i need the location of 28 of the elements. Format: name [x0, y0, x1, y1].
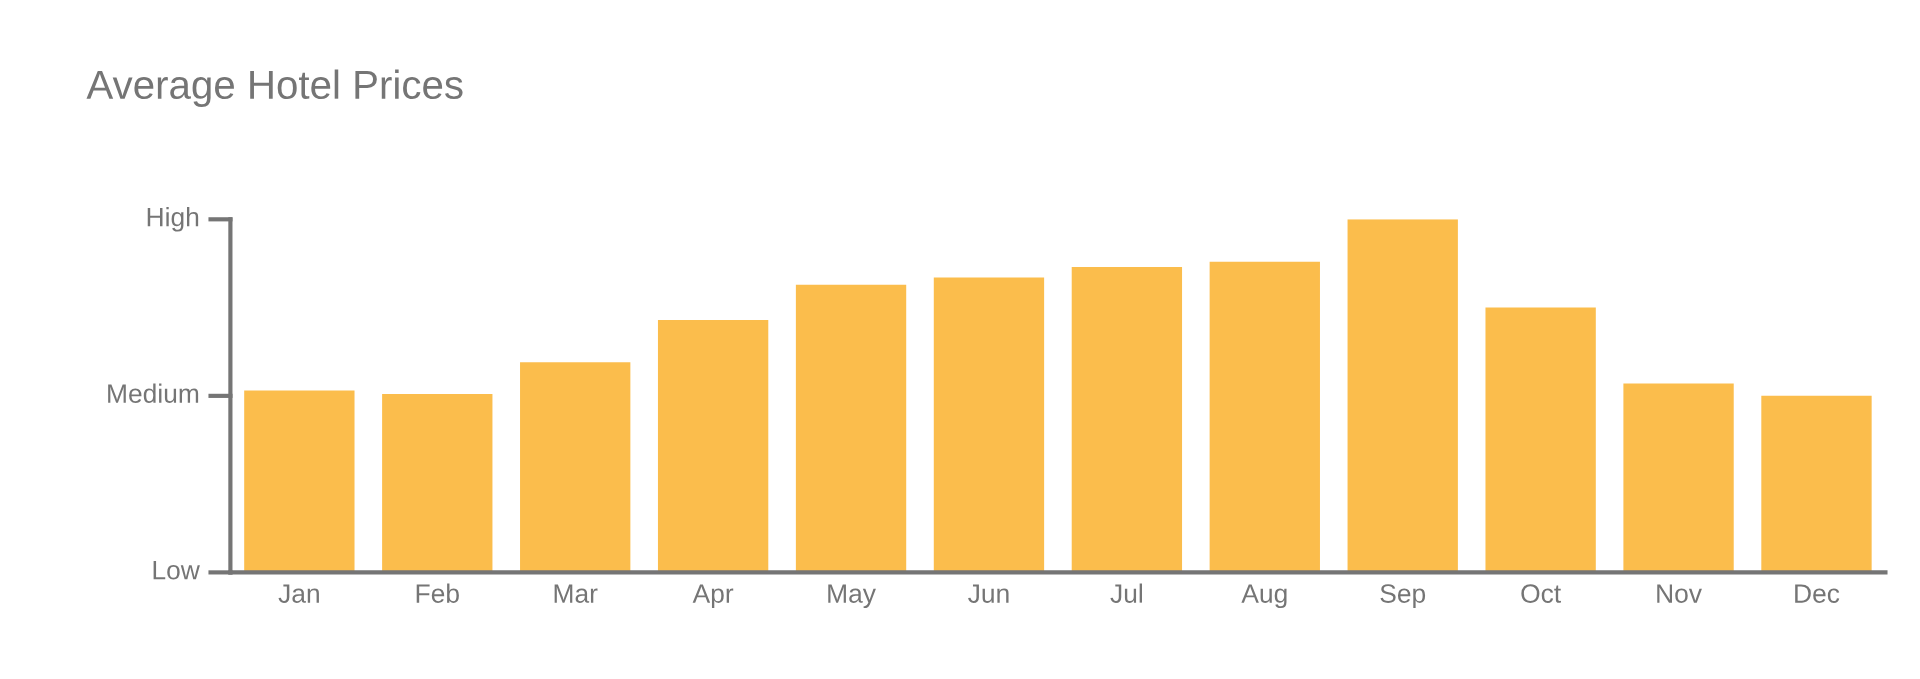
bar [382, 394, 493, 573]
x-tick-label: Apr [692, 584, 734, 609]
x-tick-label: Jul [1110, 583, 1142, 603]
x-tick-label: Aug [1241, 584, 1287, 609]
x-tick-label: Jan [278, 584, 319, 603]
bar [1209, 261, 1320, 573]
bar [1623, 383, 1734, 573]
text: Low [153, 561, 200, 580]
x-tick-label: Nov [1657, 584, 1702, 603]
bar [933, 277, 1045, 573]
x-tick-label: Jun [968, 584, 1009, 603]
text: Medium [108, 383, 199, 403]
x-tick-label: Oct [1521, 584, 1561, 603]
bar [1347, 219, 1458, 573]
bar [520, 362, 631, 573]
x-tick-label: Sep [1380, 584, 1426, 609]
text: High [147, 207, 199, 232]
bar [244, 390, 355, 573]
x-tick-label: Mar [554, 584, 598, 603]
x-tick-label: Feb [416, 583, 459, 603]
bar [1761, 395, 1872, 573]
bar [1071, 266, 1183, 573]
bar [657, 319, 769, 573]
bar [795, 284, 907, 573]
bar [1485, 307, 1596, 573]
x-tick-label: May [828, 584, 876, 609]
x-tick-label: Dec [1795, 584, 1840, 603]
chart-title: Average Hotel Prices [86, 69, 463, 108]
